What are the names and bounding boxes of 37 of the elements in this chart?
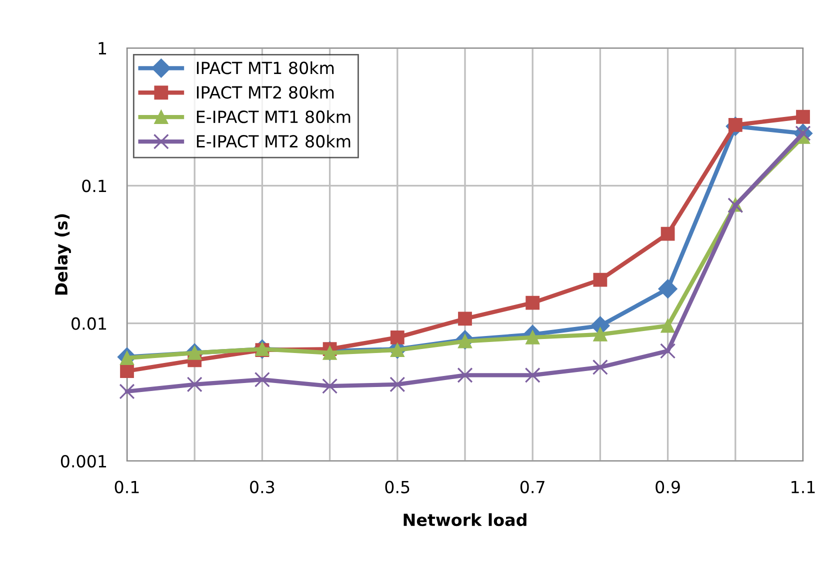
point — [524, 367, 540, 383]
x-tick-label: 0.5 — [385, 480, 410, 494]
y-tick-label: 1 — [98, 42, 106, 54]
x-tick-label: 0.3 — [250, 480, 274, 494]
y-axis-title: Delay (s) — [54, 214, 71, 295]
x-tick-label: 0.7 — [520, 480, 544, 494]
point — [593, 328, 608, 342]
point — [390, 330, 404, 344]
legend-label: IPACT MT1 80km — [196, 61, 334, 74]
legend-label: E-IPACT MT1 80km — [196, 110, 350, 124]
point — [390, 343, 404, 357]
point — [322, 378, 338, 394]
y-tick-label: 0.1 — [82, 180, 106, 192]
point — [458, 312, 472, 326]
point — [457, 367, 473, 383]
point — [119, 384, 135, 400]
point — [796, 110, 810, 124]
point — [660, 318, 675, 333]
point — [120, 364, 134, 378]
point — [592, 359, 608, 375]
point — [660, 226, 675, 241]
y-tick-label: 0.01 — [72, 317, 106, 330]
point — [322, 346, 337, 360]
x-axis-title: Network load — [404, 513, 526, 526]
point — [660, 343, 676, 359]
point — [593, 272, 608, 287]
point — [186, 376, 202, 392]
x-tick-label: 0.9 — [656, 480, 680, 494]
x-tick-label: 1.1 — [792, 480, 815, 494]
legend-label: E-IPACT MT2 80km — [196, 134, 350, 148]
x-tick-label: 0.1 — [114, 480, 139, 494]
point — [254, 372, 270, 388]
point — [526, 296, 540, 310]
y-tick-label: 0.001 — [60, 454, 106, 468]
point — [390, 376, 406, 392]
legend-label: IPACT MT2 80km — [196, 86, 334, 99]
point — [658, 279, 678, 298]
